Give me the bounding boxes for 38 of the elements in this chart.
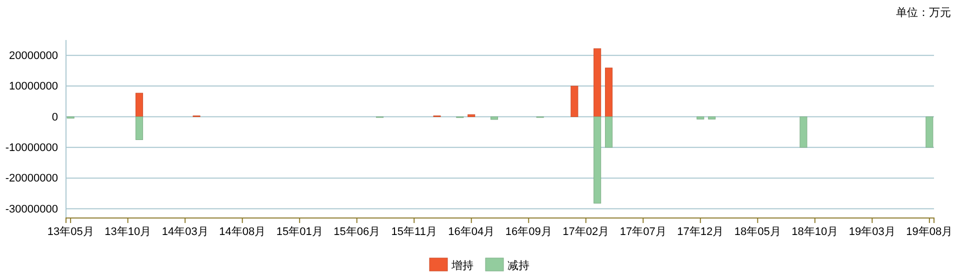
x-tick-label: 18年10月 [792,226,838,238]
x-tick-label: 16年09月 [505,226,552,238]
y-tick-label: -20000000 [5,172,58,185]
x-tick-label: 18年05月 [734,226,781,238]
bar [136,116,144,140]
y-tick-label: -30000000 [5,203,58,216]
bar [594,116,602,204]
bar [800,116,808,148]
x-tick-label: 15年06月 [334,226,380,238]
x-tick-label: 15年01月 [276,226,323,238]
x-tick-label: 16年04月 [448,226,495,238]
x-tick-label: 17年12月 [677,226,724,238]
y-tick-label: 10000000 [9,80,58,93]
bar [605,68,613,117]
x-tick-label: 14年03月 [162,226,208,238]
x-tick-label: 17年02月 [562,226,610,238]
x-tick-label: 13年10月 [104,226,152,238]
x-tick-label: 17年07月 [620,226,666,238]
y-tick-label: -10000000 [5,142,58,154]
x-tick-label: 19年08月 [906,226,953,238]
bar [570,86,578,117]
x-tick-label: 14年08月 [219,226,266,238]
x-tick-label: 15年11月 [391,226,437,238]
bar [490,116,498,120]
bar [594,48,602,117]
bar [468,114,476,117]
x-tick-label: 19年03月 [848,226,896,238]
bar [136,92,144,117]
legend-label: 减持 [508,259,530,272]
y-tick-label: 0 [52,111,58,124]
y-tick-label: 20000000 [9,50,58,62]
bar [708,116,716,120]
x-tick-label: 13年05月 [47,226,94,238]
text: 单位：万元 [896,6,951,19]
legend-label: 增持 [450,260,474,272]
bar [926,116,934,148]
bar [696,116,704,120]
bar [605,116,613,148]
